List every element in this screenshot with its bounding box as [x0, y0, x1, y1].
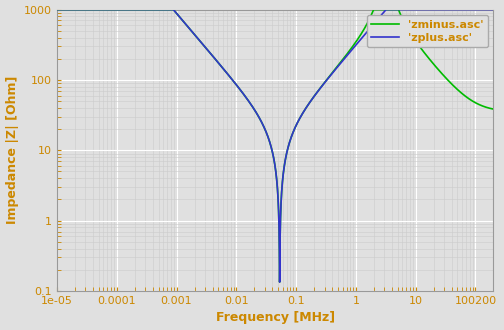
'zminus.asc'	[490, 107, 496, 111]
'zminus.asc'	[413, 40, 419, 44]
'zplus.asc'	[54, 8, 60, 12]
'zplus.asc'	[277, 280, 283, 284]
'zminus.asc'	[277, 280, 283, 284]
'zminus.asc'	[380, 8, 386, 12]
'zplus.asc'	[316, 88, 322, 92]
X-axis label: Frequency [MHz]: Frequency [MHz]	[216, 312, 335, 324]
'zplus.asc'	[490, 8, 496, 12]
Line: 'zminus.asc': 'zminus.asc'	[57, 10, 493, 282]
'zplus.asc'	[133, 8, 139, 12]
'zminus.asc'	[133, 8, 139, 12]
'zminus.asc'	[221, 67, 227, 71]
'zminus.asc'	[54, 8, 60, 12]
Y-axis label: Impedance |Z| [Ohm]: Impedance |Z| [Ohm]	[6, 76, 19, 224]
Line: 'zplus.asc': 'zplus.asc'	[57, 10, 493, 282]
Legend: 'zminus.asc', 'zplus.asc': 'zminus.asc', 'zplus.asc'	[367, 15, 488, 47]
'zminus.asc'	[316, 88, 322, 92]
'zplus.asc'	[380, 11, 386, 15]
'zplus.asc'	[413, 8, 419, 12]
'zplus.asc'	[221, 67, 227, 71]
'zplus.asc'	[338, 61, 344, 65]
'zminus.asc'	[338, 60, 344, 64]
